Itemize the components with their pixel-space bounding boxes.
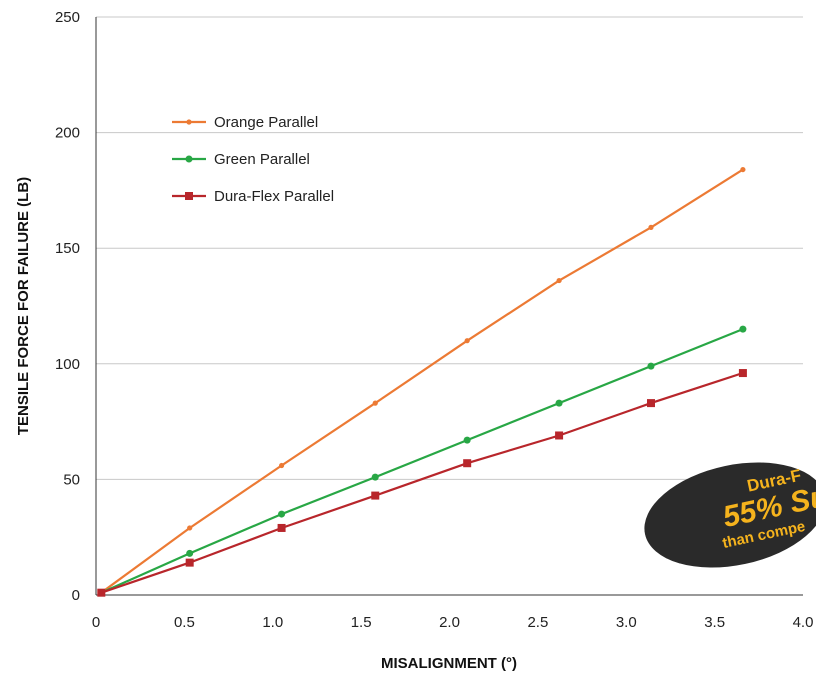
series-2: [97, 369, 747, 597]
data-point-2-2: [277, 523, 286, 532]
legend: Orange Parallel Green Parallel Dura-Flex P…: [172, 114, 334, 205]
x-tick-label-7: 3.5: [704, 614, 725, 631]
x-tick-label-4: 2.0: [439, 614, 460, 631]
series-0: [98, 166, 746, 596]
data-point-2-3: [371, 491, 380, 500]
data-point-1-6: [647, 362, 655, 370]
data-point-1-4: [463, 436, 471, 444]
data-point-1-7: [739, 325, 747, 333]
data-point-2-6: [646, 399, 655, 408]
data-point-2-0: [97, 588, 106, 597]
data-point-0-7: [740, 166, 746, 173]
data-point-1-5: [555, 399, 563, 407]
x-tick-label-1: 0.5: [174, 614, 195, 631]
legend-label-1: Green Parallel: [214, 151, 310, 168]
legend-label-2: Dura-Flex Parallel: [214, 188, 334, 205]
series-line-0: [100, 168, 744, 594]
x-tick-label-2: 1.0: [262, 614, 283, 631]
data-point-1-1: [186, 549, 194, 557]
x-tick-label-8: 4.0: [793, 614, 814, 631]
legend-marker-2: [185, 192, 193, 200]
legend-marker-1: [185, 155, 193, 163]
x-tick-label-5: 2.5: [527, 614, 548, 631]
callout: Dura-F 55% Su than compe: [644, 462, 816, 568]
y-axis-title: TENSILE FORCE FOR FAILURE (LB): [15, 177, 32, 435]
x-tick-label-0: 0: [92, 614, 100, 631]
data-point-0-2: [278, 462, 285, 469]
series-1: [97, 325, 747, 597]
callout-ellipse: [644, 462, 816, 568]
data-point-0-5: [556, 277, 562, 284]
series-line-2: [100, 371, 744, 594]
y-tick-label-2: 100: [55, 356, 80, 373]
legend-marker-0: [186, 119, 192, 125]
grid-lines: [96, 16, 803, 480]
y-tick-label-0: 0: [72, 587, 80, 604]
data-point-2-5: [555, 431, 564, 440]
data-point-0-6: [648, 224, 654, 230]
data-point-2-1: [185, 558, 194, 567]
data-point-2-4: [463, 459, 472, 468]
data-point-0-1: [187, 525, 193, 531]
data-point-2-7: [738, 369, 747, 378]
y-tick-label-3: 150: [55, 240, 80, 257]
x-tick-label-6: 3.0: [616, 614, 637, 631]
legend-label-0: Orange Parallel: [214, 114, 318, 131]
x-axis-title: MISALIGNMENT (°): [381, 655, 517, 672]
data-point-0-3: [372, 400, 378, 406]
y-tick-label-5: 250: [55, 9, 80, 26]
data-point-1-2: [278, 510, 286, 518]
x-tick-label-3: 1.5: [351, 614, 372, 631]
y-tick-label-1: 50: [63, 471, 80, 488]
y-tick-label-4: 200: [55, 125, 80, 142]
data-point-1-3: [371, 473, 379, 481]
x-tick-labels: 0 0.5 1.0 1.5 2.0 2.5 3.0 3.5 4.0: [92, 614, 814, 631]
y-tick-labels: 0 50 100 150 200 250: [55, 9, 80, 604]
series-line-1: [100, 328, 744, 594]
data-point-0-4: [464, 338, 470, 344]
series-layer: [97, 166, 747, 597]
